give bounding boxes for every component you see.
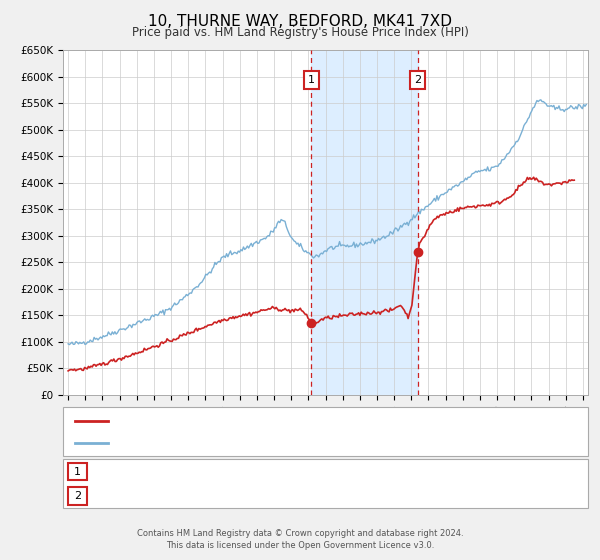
Text: £135,000: £135,000 <box>291 466 344 477</box>
Text: 10, THURNE WAY, BEDFORD, MK41 7XD (detached house): 10, THURNE WAY, BEDFORD, MK41 7XD (detac… <box>114 416 415 426</box>
Text: £270,000: £270,000 <box>291 491 344 501</box>
Text: Contains HM Land Registry data © Crown copyright and database right 2024.: Contains HM Land Registry data © Crown c… <box>137 529 463 538</box>
Text: 10, THURNE WAY, BEDFORD, MK41 7XD: 10, THURNE WAY, BEDFORD, MK41 7XD <box>148 14 452 29</box>
Text: 1: 1 <box>74 466 81 477</box>
Text: 06-MAR-2009: 06-MAR-2009 <box>108 466 183 477</box>
Text: This data is licensed under the Open Government Licence v3.0.: This data is licensed under the Open Gov… <box>166 541 434 550</box>
Text: 2: 2 <box>74 491 81 501</box>
Text: 18-MAY-2015: 18-MAY-2015 <box>108 491 180 501</box>
Text: 26% ↓ HPI: 26% ↓ HPI <box>435 491 494 501</box>
Text: Price paid vs. HM Land Registry's House Price Index (HPI): Price paid vs. HM Land Registry's House … <box>131 26 469 39</box>
Text: 49% ↓ HPI: 49% ↓ HPI <box>435 466 494 477</box>
Text: HPI: Average price, detached house, Bedford: HPI: Average price, detached house, Bedf… <box>114 437 348 447</box>
Text: 1: 1 <box>308 74 315 85</box>
Bar <box>311 50 418 395</box>
Text: 2: 2 <box>414 74 421 85</box>
